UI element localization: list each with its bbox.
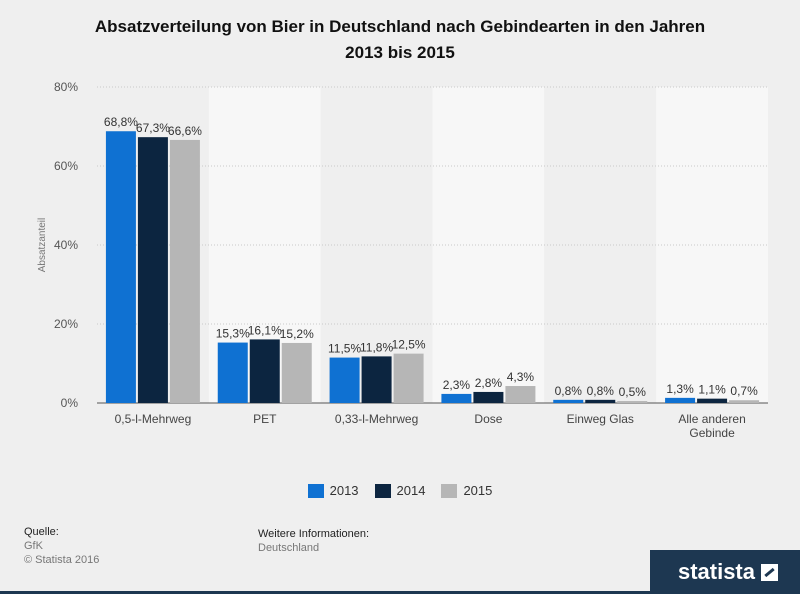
bar-value-label: 15,3% [216,327,250,341]
x-tick-label: 0,5-l-Mehrweg [115,412,192,426]
bar [697,398,728,403]
statista-logo[interactable]: statista [650,550,800,594]
legend-item[interactable]: 2013 [307,483,359,498]
bar-chart: 0% 20% 40% 60% 80% Absatzanteil 68,8%67,3%66,6… [37,80,768,440]
legend-swatch [441,483,458,498]
bar-value-label: 66,6% [168,124,202,138]
y-axis-label: Absatzanteil [37,218,48,272]
bar [137,137,168,404]
x-tick-label: 0,33-l-Mehrweg [335,412,418,426]
bar [441,393,472,403]
bar [729,400,760,403]
statista-logo-icon [761,563,778,581]
bar [617,401,648,403]
brand-name: statista [677,559,755,584]
category-band [432,87,545,403]
bar-value-label: 2,8% [475,376,503,390]
chart-title: Absatzverteilung von Bier in Deutschland… [40,14,760,66]
info-block: Weitere Informationen: Deutschland [258,527,369,555]
x-tick-label: Einweg Glas [567,412,634,426]
x-tick-label: Dose [474,412,502,426]
bottom-rule [0,591,800,594]
y-tick-label: 40% [54,238,78,252]
bar-value-label: 0,8% [555,384,583,398]
chart-title-line-1: Absatzverteilung von Bier in Deutschland… [94,17,706,36]
bar-value-label: 0,5% [619,385,647,399]
chart-legend: 2013 2014 2015 [0,483,800,498]
copyright: © Statista 2016 [24,554,100,566]
chart-title-line-2: 2013 bis 2015 [345,43,455,62]
legend-label: 2014 [396,483,426,498]
y-tick-label: 80% [54,80,78,94]
x-tick-label: Alle anderen Gebinde [678,412,745,440]
y-tick-label: 20% [54,317,78,331]
bar-value-label: 16,1% [248,323,282,337]
info-label: Weitere Informationen: [258,528,370,540]
bar [665,397,696,403]
bar [249,339,280,403]
bar-value-label: 11,8% [360,340,393,354]
legend-swatch [374,483,391,498]
bar-value-label: 12,5% [392,338,426,352]
bar-value-label: 0,8% [587,384,615,398]
bar-value-label: 67,3% [136,121,170,135]
bar-value-label: 2,3% [443,378,471,392]
bar [169,139,200,403]
bar [585,399,616,403]
legend-item[interactable]: 2014 [374,483,426,498]
bar-value-label: 1,3% [666,382,694,396]
bar-value-label: 0,7% [730,384,758,398]
source-label: Quelle: [24,526,59,538]
bar-value-label: 1,1% [698,383,726,397]
bar [361,356,392,403]
bar [505,386,536,403]
bar [217,342,248,403]
y-tick-label: 60% [54,159,78,173]
bar-value-label: 15,2% [280,327,314,341]
bar [105,131,136,404]
legend-label: 2013 [329,483,359,498]
y-tick-label: 0% [61,396,79,410]
legend-label: 2015 [463,483,493,498]
bar [553,399,584,403]
info-value: Deutschland [258,542,320,554]
x-tick-label: PET [253,412,277,426]
bar-value-label: 4,3% [507,370,535,384]
source-value: GfK [24,540,43,552]
bar [473,391,504,403]
legend-item[interactable]: 2015 [441,483,492,498]
source-block: Quelle: GfK © Statista 2016 [24,525,99,567]
bar [329,357,360,403]
bar [393,353,424,403]
bar-value-label: 68,8% [104,115,138,129]
bar-value-label: 11,5% [328,342,361,356]
bar [281,342,312,403]
legend-swatch [307,483,324,498]
category-band [544,87,657,403]
